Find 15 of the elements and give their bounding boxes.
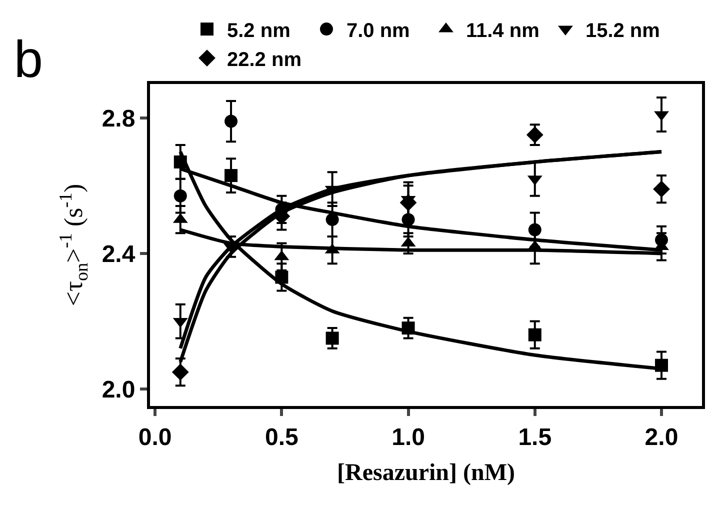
x-tick-label: 0.0 bbox=[138, 424, 172, 451]
legend-label: 11.4 nm bbox=[466, 20, 540, 42]
x-tick-label: 0.5 bbox=[264, 424, 298, 451]
text: b bbox=[14, 31, 43, 89]
legend-label: 22.2 nm bbox=[227, 48, 302, 71]
y-tick-label: 2.4 bbox=[102, 240, 136, 268]
y-tick-label: 2.0 bbox=[102, 376, 136, 404]
x-axis-title: [Resazurin] (nM) bbox=[337, 460, 515, 486]
legend-label: 15.2 nm bbox=[585, 20, 660, 42]
x-tick-label: 2.0 bbox=[644, 424, 678, 451]
x-tick-label: 1.5 bbox=[518, 424, 552, 451]
y-tick-label: 2.8 bbox=[102, 105, 136, 132]
legend-label: 7.0 nm bbox=[346, 20, 410, 42]
x-tick-label: 1.0 bbox=[392, 424, 425, 451]
legend-label: 5.2 nm bbox=[227, 20, 290, 42]
